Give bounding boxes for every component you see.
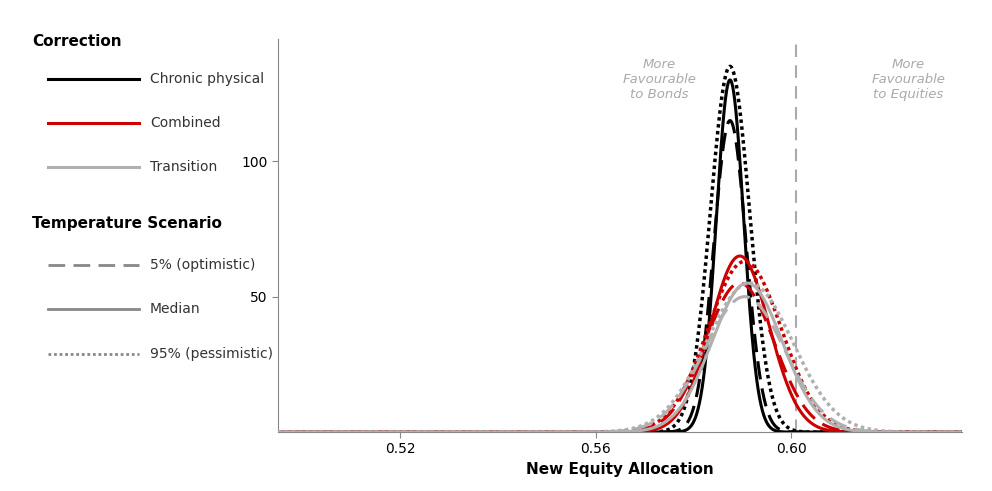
Text: More
Favourable
to Equities: More Favourable to Equities: [872, 58, 945, 101]
Text: 5% (optimistic): 5% (optimistic): [150, 258, 255, 272]
Text: Median: Median: [150, 302, 200, 316]
Text: Correction: Correction: [32, 34, 122, 50]
Text: Combined: Combined: [150, 116, 220, 130]
Text: Temperature Scenario: Temperature Scenario: [32, 216, 222, 231]
Text: More
Favourable
to Bonds: More Favourable to Bonds: [622, 58, 696, 101]
Text: Transition: Transition: [150, 160, 217, 174]
X-axis label: New Equity Allocation: New Equity Allocation: [526, 462, 714, 477]
Text: 95% (pessimistic): 95% (pessimistic): [150, 347, 273, 360]
Text: Chronic physical: Chronic physical: [150, 72, 264, 85]
